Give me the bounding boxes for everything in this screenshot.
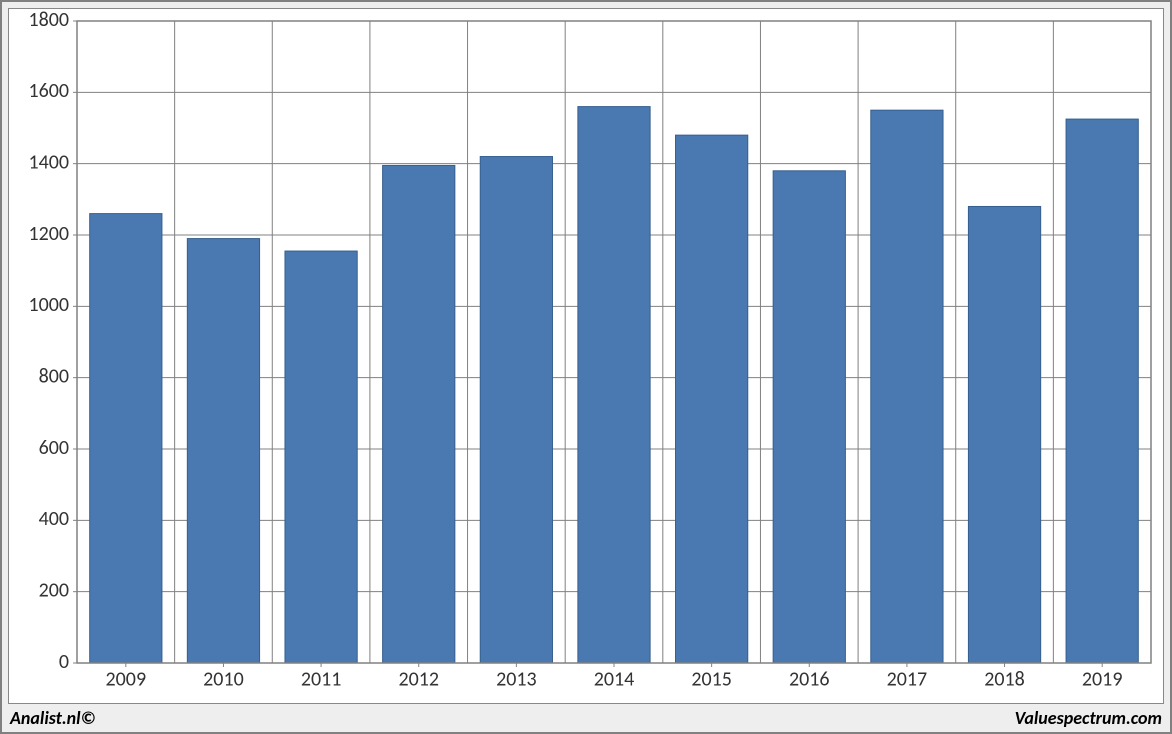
y-tick-label: 800 (39, 364, 69, 388)
bar (187, 239, 259, 663)
x-tick-label: 2009 (106, 667, 147, 691)
y-tick-label: 400 (39, 507, 69, 531)
x-tick-label: 2013 (496, 667, 537, 691)
bar (676, 135, 748, 663)
y-tick-label: 1800 (28, 9, 69, 32)
x-tick-label: 2018 (984, 667, 1025, 691)
chart-svg: 0 200 400 600 800 1000 1200 1400 1600 1800 2009 201… (9, 9, 1163, 703)
bar (1066, 119, 1138, 663)
footer-right-credit: Valuespectrum.com (1015, 707, 1162, 729)
bar (773, 171, 845, 663)
bar (968, 206, 1040, 663)
x-tick-label: 2017 (887, 667, 928, 691)
footer-left-credit: Analist.nl© (10, 707, 96, 729)
bar (285, 251, 357, 663)
x-tick-label: 2015 (691, 667, 732, 691)
footer: Analist.nl© Valuespectrum.com (10, 706, 1162, 730)
x-tick-label: 2012 (398, 667, 439, 691)
y-tick-label: 1600 (28, 79, 69, 103)
y-tick-label: 600 (39, 436, 69, 460)
chart-container: 0 200 400 600 800 1000 1200 1400 1600 1800 2009 201… (8, 8, 1164, 704)
x-tick-label: 2014 (594, 667, 635, 691)
y-tick-label: 1400 (28, 150, 69, 174)
y-tick-label: 1000 (28, 293, 69, 317)
bar (480, 157, 552, 663)
y-tick-label: 200 (39, 578, 69, 602)
chart-frame: 0 200 400 600 800 1000 1200 1400 1600 1800 2009 201… (0, 0, 1172, 734)
y-tick-label: 1200 (28, 222, 69, 246)
bar (90, 214, 162, 663)
bar (871, 110, 943, 663)
bar (383, 165, 455, 663)
x-tick-label: 2010 (203, 667, 244, 691)
x-tick-label: 2016 (789, 667, 830, 691)
bar (578, 107, 650, 663)
x-tick-label: 2011 (301, 667, 342, 691)
x-tick-label: 2019 (1082, 667, 1123, 691)
y-tick-label: 0 (59, 650, 69, 674)
